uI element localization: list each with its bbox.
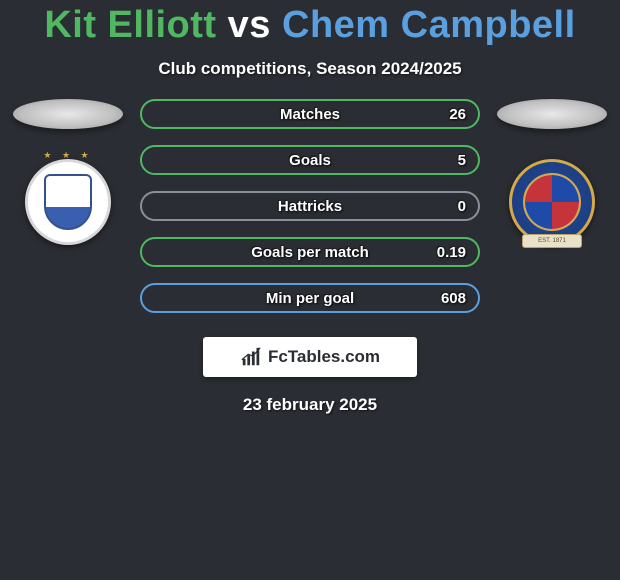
date-text: 23 february 2025 <box>0 395 620 415</box>
branding-text: FcTables.com <box>268 347 380 367</box>
left-player-column: ★ ★ ★ <box>8 99 128 245</box>
stat-value: 26 <box>449 106 466 123</box>
stat-label: Goals per match <box>251 244 369 261</box>
player-2-silhouette <box>497 99 607 129</box>
stat-bar-hattricks: Hattricks 0 <box>140 191 480 221</box>
crest-ribbon-icon: EST. 1871 <box>522 234 582 248</box>
title-player-1: Kit Elliott <box>44 4 216 46</box>
comparison-row: ★ ★ ★ Matches 26 Goals 5 Hattricks 0 Goa… <box>0 99 620 313</box>
player-2-club-crest: EST. 1871 <box>509 159 595 245</box>
stat-value: 5 <box>458 152 466 169</box>
title-vs: vs <box>228 4 271 46</box>
crest-quarters-icon <box>523 173 581 231</box>
player-1-club-crest: ★ ★ ★ <box>25 159 111 245</box>
player-1-silhouette <box>13 99 123 129</box>
stat-label: Matches <box>280 106 340 123</box>
stat-value: 0 <box>458 198 466 215</box>
stat-bar-goals: Goals 5 <box>140 145 480 175</box>
crest-shield-icon <box>44 174 92 230</box>
stat-value: 0.19 <box>437 244 466 261</box>
stat-bar-goals-per-match: Goals per match 0.19 <box>140 237 480 267</box>
title-player-2: Chem Campbell <box>282 4 576 46</box>
stat-label: Min per goal <box>266 290 354 307</box>
stat-bar-min-per-goal: Min per goal 608 <box>140 283 480 313</box>
stat-label: Hattricks <box>278 198 342 215</box>
stat-value: 608 <box>441 290 466 307</box>
stats-column: Matches 26 Goals 5 Hattricks 0 Goals per… <box>140 99 480 313</box>
bar-chart-icon <box>240 346 262 368</box>
crest-stars-icon: ★ ★ ★ <box>28 150 108 161</box>
page-title: Kit Elliott vs Chem Campbell <box>0 0 620 47</box>
stat-label: Goals <box>289 152 331 169</box>
stat-bar-matches: Matches 26 <box>140 99 480 129</box>
subtitle: Club competitions, Season 2024/2025 <box>0 59 620 79</box>
branding-badge: FcTables.com <box>203 337 417 377</box>
right-player-column: EST. 1871 <box>492 99 612 245</box>
